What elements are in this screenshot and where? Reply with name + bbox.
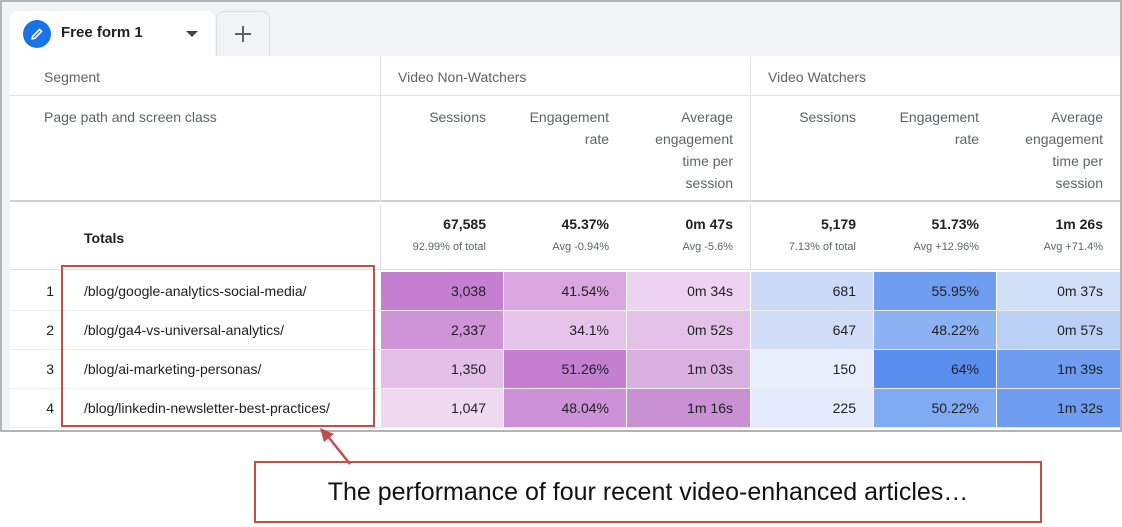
metric-header-line: engagement bbox=[655, 131, 733, 147]
segment-header-row: Segment Video Non-Watchers Video Watcher… bbox=[10, 56, 1120, 96]
metric-cell: 1m 39s bbox=[997, 350, 1120, 388]
page-path[interactable]: /blog/google-analytics-social-media/ bbox=[84, 283, 307, 299]
metric-cell: 2,337 bbox=[381, 311, 503, 349]
metric-cell: 0m 57s bbox=[997, 311, 1120, 349]
divider bbox=[380, 204, 381, 270]
table-row[interactable]: 4/blog/linkedin-newsletter-best-practice… bbox=[10, 389, 1120, 428]
metric-header-line: engagement bbox=[1025, 131, 1103, 147]
row-number: 3 bbox=[46, 361, 54, 377]
add-tab-button[interactable] bbox=[216, 11, 270, 56]
metric-cell: 1,047 bbox=[381, 389, 503, 427]
dimension-header[interactable]: Page path and screen class bbox=[44, 109, 217, 125]
totals-value: 0m 47s bbox=[685, 216, 733, 232]
metric-cell: 51.26% bbox=[504, 350, 626, 388]
metric-header[interactable]: Average engagement time per session bbox=[626, 106, 733, 194]
totals-row: Totals 67,585 92.99% of total 45.37% Avg -0… bbox=[10, 204, 1120, 270]
caption: The performance of four recent video-enh… bbox=[254, 461, 1042, 523]
metric-cell: 225 bbox=[751, 389, 873, 427]
totals-subtext: Avg +12.96% bbox=[913, 241, 979, 253]
metric-cell: 150 bbox=[751, 350, 873, 388]
row-number: 1 bbox=[46, 283, 54, 299]
metric-cell: 0m 34s bbox=[627, 272, 750, 310]
metric-cell: 55.95% bbox=[874, 272, 996, 310]
metric-cell: 48.04% bbox=[504, 389, 626, 427]
row-number: 4 bbox=[46, 400, 54, 416]
data-table: Segment Video Non-Watchers Video Watcher… bbox=[10, 56, 1120, 430]
metric-header-row: Page path and screen class Sessions Engag… bbox=[10, 96, 1120, 202]
metric-cell: 1m 03s bbox=[627, 350, 750, 388]
totals-value: 67,585 bbox=[443, 216, 486, 232]
totals-subtext: Avg +71.4% bbox=[1043, 241, 1103, 253]
table-row[interactable]: 3/blog/ai-marketing-personas/1,350 51.26%… bbox=[10, 350, 1120, 389]
chevron-down-icon[interactable] bbox=[186, 31, 198, 37]
metric-cell: 0m 37s bbox=[997, 272, 1120, 310]
metric-cell: 64% bbox=[874, 350, 996, 388]
divider bbox=[380, 56, 381, 202]
divider bbox=[750, 56, 751, 202]
row-number: 2 bbox=[46, 322, 54, 338]
metric-header[interactable]: Engagement rate bbox=[503, 106, 609, 150]
totals-label: Totals bbox=[84, 230, 125, 246]
metric-cell: 48.22% bbox=[874, 311, 996, 349]
totals-subtext: Avg -5.6% bbox=[682, 241, 733, 253]
metric-header[interactable]: Average engagement time per session bbox=[996, 106, 1103, 194]
tab-label[interactable]: Free form 1 bbox=[61, 24, 143, 41]
totals-subtext: 7.13% of total bbox=[788, 241, 856, 253]
totals-subtext: 92.99% of total bbox=[412, 241, 486, 253]
metric-cell: 50.22% bbox=[874, 389, 996, 427]
tab-free-form-1[interactable]: Free form 1 bbox=[10, 11, 215, 56]
totals-value: 5,179 bbox=[820, 216, 856, 232]
pencil-icon[interactable] bbox=[23, 20, 51, 48]
metric-header[interactable]: Engagement rate bbox=[873, 106, 979, 150]
metric-cell: 41.54% bbox=[504, 272, 626, 310]
metric-cell: 3,038 bbox=[381, 272, 503, 310]
plus-icon bbox=[235, 26, 251, 42]
metric-header[interactable]: Sessions bbox=[380, 106, 486, 128]
segment-non-watchers[interactable]: Video Non-Watchers bbox=[398, 69, 527, 85]
divider bbox=[750, 204, 751, 270]
table-row[interactable]: 2/blog/ga4-vs-universal-analytics/2,337 3… bbox=[10, 311, 1120, 350]
page-path[interactable]: /blog/ga4-vs-universal-analytics/ bbox=[84, 322, 284, 338]
metric-cell: 0m 52s bbox=[627, 311, 750, 349]
table-row[interactable]: 1/blog/google-analytics-social-media/3,0… bbox=[10, 272, 1120, 311]
metric-header-line: Engagement bbox=[899, 109, 979, 125]
metric-cell: 34.1% bbox=[504, 311, 626, 349]
metric-header-line: session bbox=[685, 175, 733, 191]
metric-header-line: session bbox=[1055, 175, 1103, 191]
metric-cell: 1m 32s bbox=[997, 389, 1120, 427]
page-path[interactable]: /blog/linkedin-newsletter-best-practices… bbox=[84, 400, 330, 416]
metric-cell: 681 bbox=[751, 272, 873, 310]
metric-cell: 1m 16s bbox=[627, 389, 750, 427]
totals-value: 51.73% bbox=[931, 216, 979, 232]
metric-header-line: Engagement bbox=[529, 109, 609, 125]
page-path[interactable]: /blog/ai-marketing-personas/ bbox=[84, 361, 262, 377]
metric-header-line: Average bbox=[681, 109, 733, 125]
metric-header-line: Sessions bbox=[799, 109, 856, 125]
metric-header-line: Sessions bbox=[429, 109, 486, 125]
metric-cell: 647 bbox=[751, 311, 873, 349]
totals-value: 45.37% bbox=[561, 216, 609, 232]
segment-watchers[interactable]: Video Watchers bbox=[768, 69, 867, 85]
metric-header-line: rate bbox=[954, 131, 979, 147]
metric-header-line: rate bbox=[584, 131, 609, 147]
metric-cell: 1,350 bbox=[381, 350, 503, 388]
highlight-box bbox=[61, 265, 375, 427]
metric-header-line: time per bbox=[1052, 153, 1103, 169]
annotation-arrow-icon bbox=[320, 428, 351, 465]
totals-value: 1m 26s bbox=[1055, 216, 1103, 232]
report-frame: Free form 1 Segment Video Non-Watchers V… bbox=[0, 0, 1122, 432]
totals-subtext: Avg -0.94% bbox=[552, 241, 609, 253]
metric-header-line: time per bbox=[682, 153, 733, 169]
segment-label: Segment bbox=[44, 69, 101, 85]
metric-header[interactable]: Sessions bbox=[750, 106, 856, 128]
metric-header-line: Average bbox=[1051, 109, 1103, 125]
